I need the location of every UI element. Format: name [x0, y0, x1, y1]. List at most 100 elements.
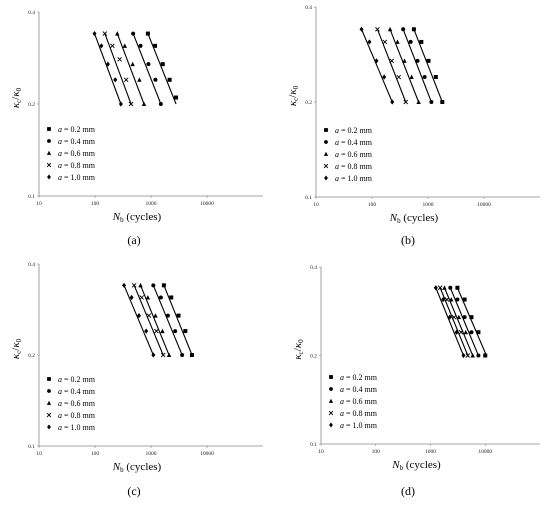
legend-marker	[323, 151, 329, 156]
legend-item: a = 1.0 mm	[324, 174, 373, 183]
data-point	[92, 30, 97, 37]
data-point	[118, 101, 123, 107]
data-point	[190, 353, 195, 357]
legend-label: a = 0.4 mm	[335, 138, 373, 147]
x-axis-label: Nb (cycles)	[112, 211, 162, 224]
x-tick-label: 100	[372, 449, 381, 455]
series-3	[375, 26, 409, 105]
data-point	[382, 74, 387, 80]
data-point	[158, 295, 163, 300]
data-point	[463, 329, 468, 335]
data-point	[458, 329, 464, 335]
legend-item: a = 0.4 mm	[329, 385, 378, 394]
legend-marker	[47, 377, 51, 381]
series-0	[161, 283, 195, 357]
data-point	[151, 283, 156, 288]
legend-label: a = 0.6 mm	[58, 399, 96, 408]
data-point	[123, 77, 129, 83]
data-point	[416, 99, 421, 104]
data-point	[105, 61, 110, 67]
x-tick-label: 1000	[425, 449, 436, 455]
fit-line	[147, 33, 177, 105]
data-point	[449, 297, 454, 302]
series-3	[437, 285, 471, 358]
legend-label: a = 0.8 mm	[340, 409, 378, 418]
data-point	[367, 39, 372, 45]
y-tick-label: 0.4	[305, 5, 312, 11]
y-tick-label: 0.1	[310, 442, 317, 448]
y-tick-label: 0.1	[305, 195, 312, 201]
series-1	[151, 283, 185, 357]
series-4	[122, 282, 156, 358]
data-point	[99, 43, 104, 49]
legend-label: a = 1.0 mm	[58, 423, 96, 432]
x-tick-label: 1000	[423, 202, 434, 208]
fit-line	[413, 29, 443, 103]
data-point	[130, 61, 135, 67]
series-1	[401, 27, 434, 104]
series-2	[138, 282, 172, 357]
x-tick-label: 1000	[146, 451, 157, 457]
legend-item: a = 0.8 mm	[46, 161, 96, 170]
data-point	[462, 315, 467, 320]
fit-line	[104, 33, 132, 105]
fit-line	[93, 33, 122, 105]
data-point	[183, 329, 188, 334]
data-point	[160, 328, 165, 334]
data-point	[174, 95, 179, 100]
data-point	[470, 353, 475, 358]
fit-line	[133, 285, 164, 356]
x-tick-label: 100	[368, 202, 377, 208]
data-point	[131, 31, 136, 36]
fit-line	[132, 33, 162, 105]
legend-label: a = 0.2 mm	[58, 375, 96, 384]
legend-label: a = 1.0 mm	[335, 174, 373, 183]
data-point	[429, 100, 434, 104]
legend-item: a = 0.8 mm	[323, 162, 373, 171]
data-point	[476, 330, 481, 335]
data-point	[469, 330, 474, 335]
legend-item: a = 0.2 mm	[324, 126, 373, 135]
legend-label: a = 0.8 mm	[58, 161, 96, 170]
data-point	[375, 26, 380, 32]
legend-marker	[329, 422, 333, 428]
fit-line	[443, 287, 474, 356]
data-point	[465, 353, 471, 358]
data-point	[169, 295, 174, 300]
data-point	[122, 43, 127, 48]
legend-marker	[324, 128, 328, 132]
data-point	[447, 314, 452, 320]
fit-line	[389, 29, 420, 103]
y-axis-label: κc/κ0	[287, 85, 300, 106]
data-point	[136, 313, 141, 319]
data-point	[461, 352, 466, 359]
legend-marker	[47, 424, 51, 430]
legend-item: a = 0.2 mm	[47, 125, 96, 134]
series-3	[102, 31, 134, 107]
data-point	[144, 328, 149, 334]
legend-item: a = 0.4 mm	[47, 137, 96, 146]
data-point	[160, 62, 165, 67]
data-point	[128, 101, 134, 107]
legend-marker	[47, 127, 51, 131]
data-point	[113, 77, 118, 83]
legend-label: a = 0.6 mm	[58, 149, 96, 158]
data-point	[154, 328, 159, 334]
fit-line	[439, 287, 469, 356]
fit-line	[163, 285, 193, 356]
y-tick-label: 0.4	[28, 262, 35, 268]
data-point	[437, 285, 443, 291]
legend-label: a = 0.8 mm	[58, 411, 96, 420]
data-point	[402, 58, 407, 63]
data-point	[173, 329, 178, 334]
data-point	[146, 62, 151, 67]
legend-item: a = 0.8 mm	[328, 409, 378, 418]
data-point	[408, 39, 413, 44]
data-point	[158, 102, 163, 106]
series-0	[411, 27, 445, 104]
data-point	[122, 282, 127, 288]
data-point	[422, 75, 427, 80]
data-point	[117, 57, 122, 62]
legend-marker	[46, 150, 52, 155]
data-point	[451, 314, 457, 320]
